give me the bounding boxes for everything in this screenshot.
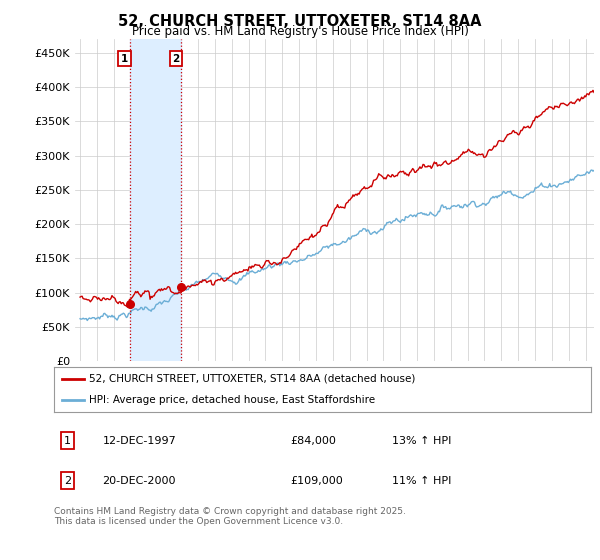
Text: 13% ↑ HPI: 13% ↑ HPI xyxy=(392,436,452,446)
Text: £84,000: £84,000 xyxy=(290,436,336,446)
Text: Price paid vs. HM Land Registry's House Price Index (HPI): Price paid vs. HM Land Registry's House … xyxy=(131,25,469,38)
Text: 52, CHURCH STREET, UTTOXETER, ST14 8AA: 52, CHURCH STREET, UTTOXETER, ST14 8AA xyxy=(118,14,482,29)
Text: 2: 2 xyxy=(172,54,180,63)
Text: 12-DEC-1997: 12-DEC-1997 xyxy=(103,436,176,446)
Bar xyxy=(130,39,181,361)
Text: 1: 1 xyxy=(121,54,128,63)
Text: 1: 1 xyxy=(64,436,71,446)
Text: 2: 2 xyxy=(64,475,71,486)
Text: 52, CHURCH STREET, UTTOXETER, ST14 8AA (detached house): 52, CHURCH STREET, UTTOXETER, ST14 8AA (… xyxy=(89,374,415,384)
Text: Contains HM Land Registry data © Crown copyright and database right 2025.
This d: Contains HM Land Registry data © Crown c… xyxy=(54,507,406,526)
Text: £109,000: £109,000 xyxy=(290,475,343,486)
Text: HPI: Average price, detached house, East Staffordshire: HPI: Average price, detached house, East… xyxy=(89,394,375,404)
Text: 20-DEC-2000: 20-DEC-2000 xyxy=(103,475,176,486)
Text: 11% ↑ HPI: 11% ↑ HPI xyxy=(392,475,452,486)
